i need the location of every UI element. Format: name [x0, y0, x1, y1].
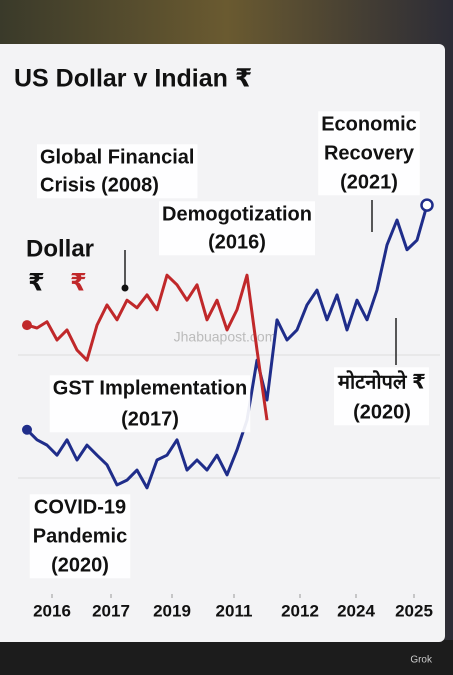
series-line — [26, 273, 269, 421]
annotation-box — [37, 144, 198, 199]
annotation-box — [318, 111, 420, 196]
x-tick-label: 2019 — [153, 601, 191, 620]
annotation: Global Financial Crisis (2008) — [37, 144, 198, 199]
annotation: Economic Recovery (2021) — [318, 111, 420, 196]
credit: Grok — [410, 655, 433, 666]
annotation-box — [334, 367, 429, 426]
annotation-box — [29, 494, 131, 579]
annotation: मोटनोपले ₹ (2020) — [334, 367, 429, 426]
series-line — [25, 204, 429, 490]
annotation-text: (2020) — [51, 554, 109, 576]
annotation-text: (2017) — [121, 408, 179, 430]
annotation-text: Crisis (2008) — [40, 174, 159, 196]
annotation-text: Pandemic — [33, 525, 127, 547]
annotation-text: (2016) — [208, 231, 266, 253]
x-tick-label: 2016 — [33, 601, 71, 620]
chart-title: US Dollar v Indian ₹ — [14, 65, 252, 93]
x-tick-label: 2017 — [92, 601, 130, 620]
legend-label: ₹ — [70, 269, 87, 296]
x-tick-label: 2011 — [216, 601, 253, 620]
pointer-dot — [121, 284, 129, 292]
annotation-text: Recovery — [324, 142, 415, 164]
annotation-box — [49, 375, 251, 433]
annotation: COVID-19 Pandemic (2020) — [29, 494, 131, 579]
legend-title: Dollar — [26, 235, 94, 262]
annotation-text: COVID-19 — [34, 496, 126, 518]
annotation-text: GST Implementation — [53, 377, 247, 399]
annotation-text: मोटनोपले ₹ — [337, 369, 426, 393]
start-marker — [22, 424, 32, 435]
annotation-text: Economic — [321, 113, 417, 135]
annotation-text: (2021) — [340, 171, 398, 193]
end-marker — [420, 198, 434, 212]
annotation: Demogotization (2016) — [159, 201, 315, 256]
annotation-text: Global Financial — [40, 146, 194, 168]
watermark: Jhabuapost.com — [174, 329, 277, 345]
x-tick-label: 2025 — [395, 601, 433, 620]
bottom-shadow — [0, 640, 453, 675]
annotation-box — [159, 201, 315, 256]
x-tick-label: 2012 — [281, 601, 319, 620]
annotation-text: (2020) — [353, 401, 411, 423]
x-tick-label: 2024 — [337, 601, 375, 620]
annotation: GST Implementation (2017) — [49, 375, 251, 433]
start-marker — [22, 320, 32, 331]
annotation-text: Demogotization — [162, 203, 312, 225]
legend-label: ₹ — [28, 269, 45, 296]
